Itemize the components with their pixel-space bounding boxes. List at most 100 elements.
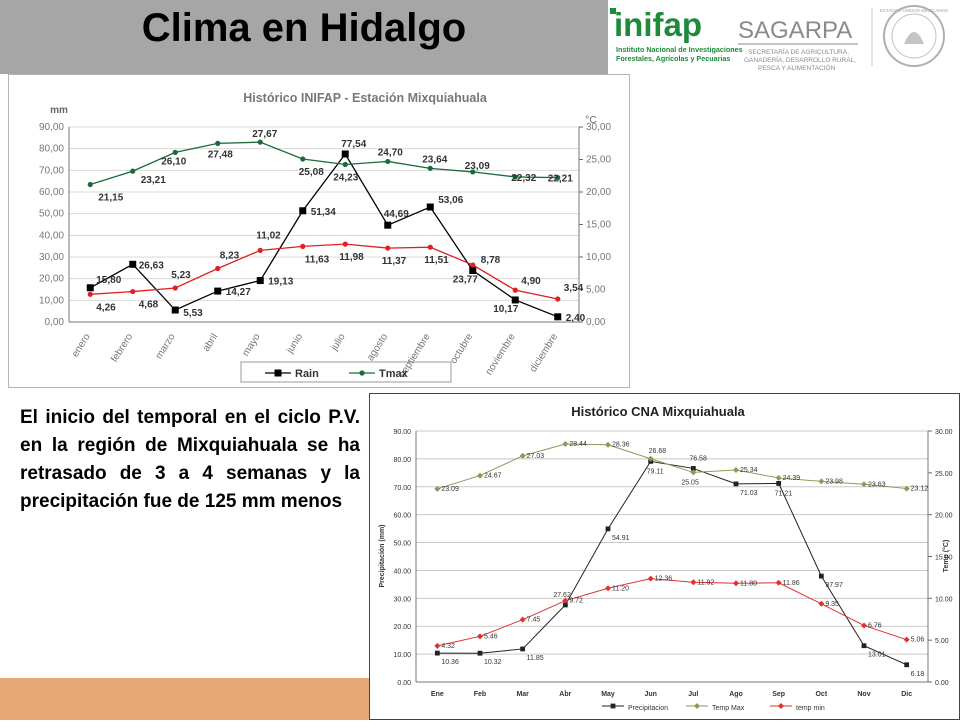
y-axis-title: Precipitación (mm) — [379, 524, 386, 587]
y2-tick-label: 30.00 — [935, 429, 953, 436]
data-label: 8,78 — [481, 255, 501, 266]
y-tick-label: 90,00 — [39, 122, 64, 133]
data-label: 23.98 — [825, 478, 843, 485]
data-label: 24.39 — [783, 475, 801, 482]
data-point — [776, 481, 782, 486]
data-label: 8,23 — [220, 251, 240, 262]
data-point — [477, 650, 483, 656]
left-accent — [0, 74, 8, 678]
legend-marker — [359, 370, 365, 376]
legend-marker — [778, 703, 784, 709]
data-point — [434, 485, 441, 492]
data-label: 37.97 — [825, 582, 843, 589]
data-point — [733, 580, 739, 587]
data-label: 10.36 — [441, 659, 459, 666]
data-point — [647, 575, 654, 582]
data-point — [861, 481, 867, 488]
data-label: 26,63 — [139, 260, 164, 271]
data-label: 71.21 — [775, 490, 793, 497]
data-point — [818, 573, 824, 579]
data-label: 25.34 — [740, 467, 758, 474]
y2-tick-label: 15.00 — [935, 555, 953, 562]
y2-tick-label: 10,00 — [586, 252, 611, 263]
data-label: 21,15 — [98, 193, 123, 204]
inifap-mark-icon — [610, 8, 616, 14]
data-label: 27,67 — [252, 129, 277, 140]
y2-tick-label: 0.00 — [935, 680, 949, 687]
x-tick-label: Jun — [644, 691, 656, 698]
legend-label: temp min — [796, 705, 825, 712]
series-line-1 — [90, 141, 558, 186]
y-tick-label: 50,00 — [39, 209, 64, 220]
data-point — [775, 474, 782, 481]
data-point — [214, 287, 222, 295]
inifap-logo: inifap Instituto Nacional de Investigaci… — [610, 6, 743, 63]
x-tick-label: febrero — [109, 331, 135, 364]
x-tick-label: Abr — [559, 691, 571, 698]
data-label: 11.20 — [612, 585, 629, 592]
x-tick-label: Oct — [815, 691, 827, 698]
y-tick-label: 30.00 — [393, 596, 411, 603]
legend-marker — [694, 703, 700, 709]
data-point — [434, 642, 441, 649]
data-label: 24,23 — [333, 173, 358, 184]
data-point — [470, 262, 476, 268]
y-tick-label: 20,00 — [39, 274, 64, 285]
data-point — [690, 466, 696, 471]
y2-tick-label: 0,00 — [586, 317, 606, 328]
data-point — [130, 168, 136, 174]
data-point — [341, 150, 349, 158]
data-label: 5.46 — [484, 633, 498, 640]
legend-label: Temp Max — [712, 705, 745, 712]
data-point — [519, 452, 526, 459]
y2-axis-title: Temp (°C) — [942, 540, 950, 573]
chart-cna-svg: Histórico CNA Mixquiahuala 0.00 10.00 20.00… — [379, 404, 953, 712]
data-point — [477, 633, 483, 640]
data-point — [130, 288, 136, 295]
data-point — [257, 139, 263, 145]
x-tick-label: agosto — [365, 331, 390, 363]
data-label: 6.76 — [868, 622, 882, 629]
data-point — [87, 291, 93, 297]
data-point — [434, 650, 440, 656]
data-label: 5.06 — [911, 637, 925, 644]
legend-marker — [610, 703, 616, 709]
data-point — [690, 469, 697, 476]
data-point — [470, 169, 476, 175]
data-point — [554, 313, 562, 321]
data-point — [426, 203, 434, 211]
data-label: 11.80 — [740, 580, 757, 587]
series-line-1 — [437, 443, 907, 490]
data-label: 26,10 — [161, 156, 186, 167]
series-line-0 — [89, 152, 558, 318]
y2-tick-label: 25.00 — [935, 471, 953, 478]
inifap-name: inifap — [614, 6, 702, 43]
data-point — [733, 481, 739, 487]
inifap-subtitle-2: Forestales, Agrícolas y Pecuarias — [616, 54, 730, 63]
y-tick-label: 80,00 — [39, 144, 64, 155]
data-point — [647, 455, 654, 462]
data-label: 14,27 — [226, 287, 251, 298]
data-point — [87, 181, 93, 188]
data-point — [690, 579, 697, 586]
data-label: 11,02 — [256, 230, 281, 241]
data-point — [519, 616, 526, 623]
x-tick-label: diciembre — [528, 331, 561, 374]
data-label: 23.12 — [911, 486, 929, 493]
chart-title: Histórico CNA Mixquiahuala — [571, 404, 745, 419]
data-point — [733, 466, 739, 473]
y-tick-label: 90.00 — [393, 429, 411, 436]
x-tick-label: mayo — [241, 331, 264, 358]
x-tick-label: Ago — [729, 691, 743, 698]
data-point — [904, 662, 910, 668]
data-point — [512, 287, 518, 293]
data-label: 10.32 — [484, 659, 502, 666]
data-label: 4.32 — [441, 643, 455, 650]
data-point — [171, 306, 179, 314]
x-tick-label: Feb — [474, 691, 486, 698]
data-label: 51,34 — [311, 207, 336, 218]
y-tick-label: 0,00 — [45, 317, 65, 328]
data-label: 26.68 — [649, 448, 667, 455]
data-label: 77,54 — [341, 139, 366, 150]
series-line-0 — [437, 460, 907, 666]
